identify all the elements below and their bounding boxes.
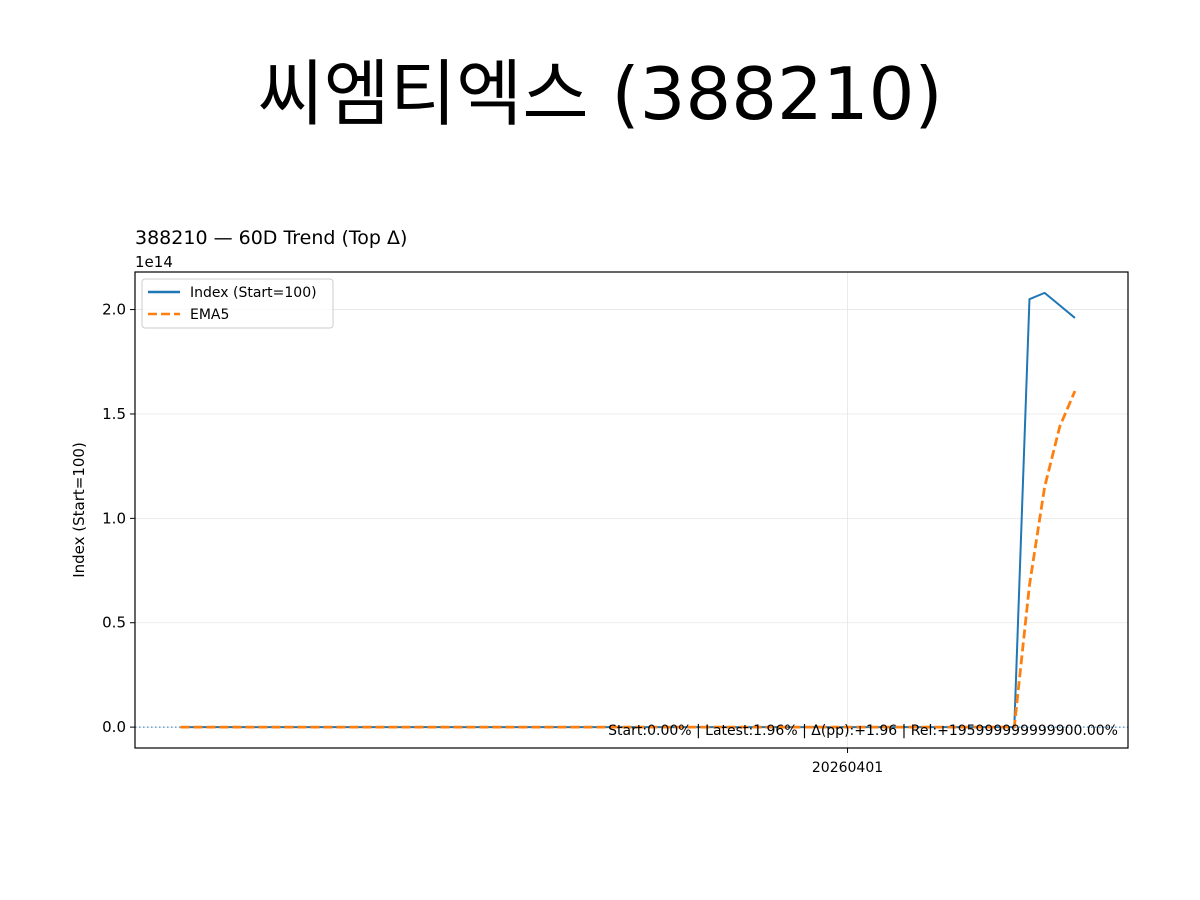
series-line-index (180, 291, 1076, 729)
y-tick-label: 0.0 (102, 718, 126, 736)
y-tick-label: 2.0 (102, 301, 126, 319)
x-tick-label: 20260401 (812, 760, 883, 776)
chart-title: 388210 — 60D Trend (Top Δ) (135, 227, 407, 249)
y-tick-label: 1.5 (102, 405, 126, 423)
legend-label-index: Index (Start=100) (190, 285, 317, 301)
series-line-ema5 (180, 390, 1077, 729)
stats-annotation: Start:0.00% | Latest:1.96% | Δ(pp):+1.96… (608, 723, 1118, 739)
y-axis-ticks: 0.0 0.5 1.0 1.5 2.0 (102, 301, 135, 736)
page-title: 씨엠티엑스 (388210) (257, 52, 943, 136)
y-axis-label: Index (Start=100) (70, 442, 88, 578)
y-tick-label: 0.5 (102, 614, 126, 632)
series-lines (180, 291, 1077, 729)
legend: Index (Start=100) EMA5 (141, 278, 334, 329)
plot-frame (134, 271, 1129, 749)
grid-lines (135, 272, 1128, 748)
legend-label-ema: EMA5 (190, 307, 229, 323)
x-axis-ticks: 20260401 (812, 748, 883, 776)
legend-box (141, 278, 334, 329)
y-tick-label: 1.0 (102, 509, 126, 527)
y-offset-label: 1e14 (135, 253, 173, 271)
